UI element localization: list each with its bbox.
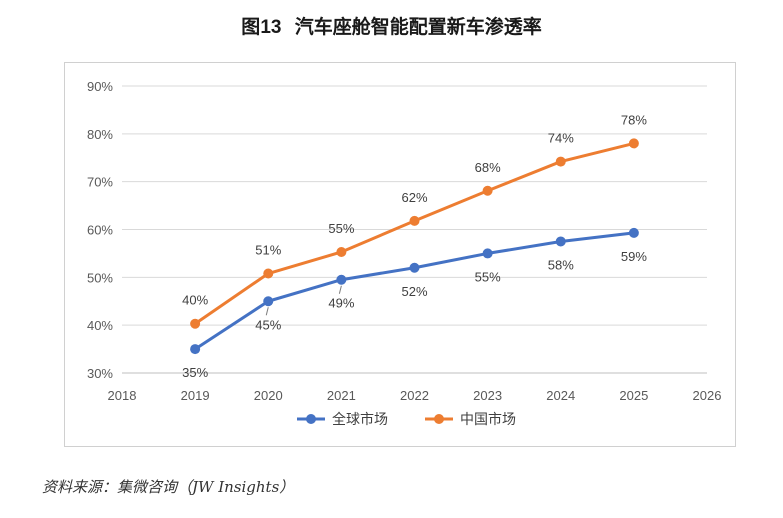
- page-title: 图13 汽车座舱智能配置新车渗透率: [0, 12, 783, 39]
- data-label: 68%: [475, 160, 501, 175]
- data-point: [555, 156, 566, 167]
- data-point: [628, 227, 639, 238]
- chart-card: [64, 62, 736, 447]
- x-tick-label: 2020: [254, 388, 283, 403]
- y-tick-label: 80%: [87, 127, 113, 142]
- data-label: 52%: [401, 284, 427, 299]
- data-label: 45%: [255, 317, 281, 332]
- data-point: [482, 185, 493, 196]
- label-leader-line: [265, 307, 269, 316]
- y-tick-label: 90%: [87, 79, 113, 94]
- title-number: 13: [260, 17, 282, 38]
- x-tick-label: 2021: [327, 388, 356, 403]
- x-tick-label: 2025: [619, 388, 648, 403]
- data-point: [263, 268, 274, 279]
- data-point: [628, 138, 639, 149]
- data-point: [555, 236, 566, 247]
- data-label: 55%: [475, 269, 501, 284]
- data-point: [336, 274, 347, 285]
- y-tick-label: 70%: [87, 175, 113, 190]
- data-label: 58%: [548, 257, 574, 272]
- data-point: [190, 344, 201, 355]
- title-text: 汽车座舱智能配置新车渗透率: [294, 16, 542, 38]
- data-label: 74%: [548, 131, 574, 146]
- data-point: [336, 246, 347, 257]
- data-label: 40%: [182, 293, 208, 308]
- legend-swatch-marker: [434, 414, 444, 424]
- x-tick-label: 2019: [181, 388, 210, 403]
- x-tick-label: 2018: [108, 388, 137, 403]
- y-tick-label: 60%: [87, 223, 113, 238]
- data-label: 62%: [401, 190, 427, 205]
- data-point: [409, 215, 420, 226]
- legend-label: 中国市场: [460, 411, 516, 428]
- x-tick-label: 2026: [693, 388, 722, 403]
- label-leader-line: [338, 285, 342, 294]
- data-label: 35%: [182, 365, 208, 380]
- x-tick-label: 2022: [400, 388, 429, 403]
- data-point: [482, 248, 493, 259]
- data-label: 51%: [255, 243, 281, 258]
- title-prefix: 图: [241, 16, 261, 38]
- data-point: [409, 262, 420, 273]
- source-note: 资料来源：集微咨询（JW Insights）: [42, 478, 295, 496]
- data-label: 55%: [328, 221, 354, 236]
- data-point: [190, 318, 201, 329]
- x-tick-label: 2023: [473, 388, 502, 403]
- legend-swatch-marker: [306, 414, 316, 424]
- data-point: [263, 296, 274, 307]
- data-label: 49%: [328, 296, 354, 311]
- data-label: 59%: [621, 249, 647, 264]
- y-tick-label: 40%: [87, 318, 113, 333]
- data-label: 78%: [621, 112, 647, 127]
- y-tick-label: 50%: [87, 270, 113, 285]
- legend-label: 全球市场: [332, 411, 388, 428]
- y-tick-label: 30%: [87, 366, 113, 381]
- x-tick-label: 2024: [546, 388, 575, 403]
